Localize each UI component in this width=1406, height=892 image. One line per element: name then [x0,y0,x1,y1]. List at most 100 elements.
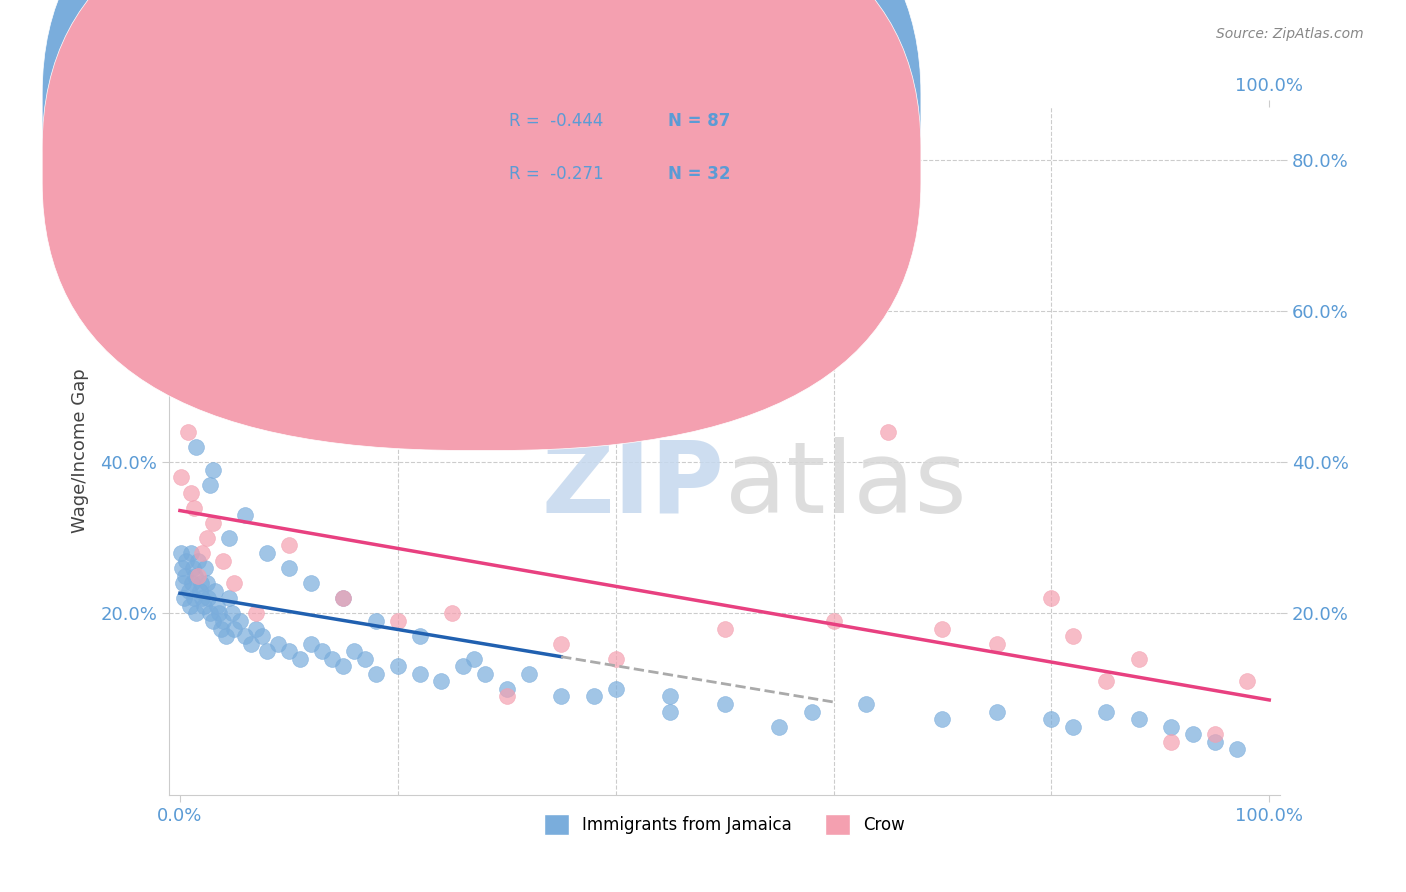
Immigrants from Jamaica [190,576,212,591]
Immigrants from Jamaica [190,591,212,606]
Crow [495,690,517,704]
Immigrants from Jamaica [180,546,202,560]
Immigrants from Jamaica [218,531,240,545]
Immigrants from Jamaica [517,666,540,681]
Immigrants from Jamaica [277,644,299,658]
Crow [180,485,202,500]
Crow [605,651,627,665]
Immigrants from Jamaica [582,690,605,704]
Immigrants from Jamaica [172,561,194,575]
Immigrants from Jamaica [311,644,333,658]
Immigrants from Jamaica [256,546,278,560]
Immigrants from Jamaica [364,614,387,628]
Immigrants from Jamaica [1095,705,1118,719]
Text: R =  -0.271: R = -0.271 [509,165,603,183]
Immigrants from Jamaica [451,659,474,673]
Immigrants from Jamaica [299,637,322,651]
Text: IMMIGRANTS FROM JAMAICA VS CROW WAGE/INCOME GAP CORRELATION CHART: IMMIGRANTS FROM JAMAICA VS CROW WAGE/INC… [49,27,863,45]
Immigrants from Jamaica [1160,720,1182,734]
Immigrants from Jamaica [343,644,366,658]
Immigrants from Jamaica [186,607,208,621]
Immigrants from Jamaica [430,674,453,689]
Immigrants from Jamaica [332,659,354,673]
Immigrants from Jamaica [1062,720,1084,734]
Crow [1040,591,1063,606]
Immigrants from Jamaica [332,591,354,606]
Immigrants from Jamaica [239,637,262,651]
Immigrants from Jamaica [250,629,273,643]
Immigrants from Jamaica [233,629,256,643]
Immigrants from Jamaica [354,651,377,665]
Immigrants from Jamaica [1128,712,1150,726]
Crow [931,622,953,636]
Crow [441,607,464,621]
Immigrants from Jamaica [172,576,194,591]
Crow [190,546,212,560]
Immigrants from Jamaica [218,591,240,606]
Text: Source: ZipAtlas.com: Source: ZipAtlas.com [1216,27,1364,41]
Immigrants from Jamaica [186,440,208,454]
Immigrants from Jamaica [855,697,877,711]
Crow [201,516,224,530]
Crow [713,622,735,636]
Immigrants from Jamaica [245,622,267,636]
Immigrants from Jamaica [495,681,517,696]
Crow [174,289,197,303]
Immigrants from Jamaica [184,568,207,582]
Immigrants from Jamaica [931,712,953,726]
Immigrants from Jamaica [1225,742,1247,756]
Immigrants from Jamaica [180,576,202,591]
Immigrants from Jamaica [321,651,343,665]
Immigrants from Jamaica [176,553,198,567]
Text: R =  -0.444: R = -0.444 [509,112,603,129]
Text: ZIP: ZIP [541,437,724,533]
Crow [1095,674,1118,689]
Immigrants from Jamaica [212,614,235,628]
Crow [245,607,267,621]
Immigrants from Jamaica [659,705,682,719]
Crow [387,614,409,628]
Immigrants from Jamaica [1182,727,1205,741]
Immigrants from Jamaica [194,561,217,575]
Immigrants from Jamaica [200,607,222,621]
Immigrants from Jamaica [221,607,243,621]
Immigrants from Jamaica [1204,735,1226,749]
Crow [277,538,299,552]
Immigrants from Jamaica [550,690,572,704]
Immigrants from Jamaica [267,637,290,651]
Crow [332,591,354,606]
Text: atlas: atlas [724,437,966,533]
Immigrants from Jamaica [800,705,823,719]
Crow [1062,629,1084,643]
Immigrants from Jamaica [659,690,682,704]
Crow [170,470,193,484]
Text: N = 87: N = 87 [668,112,730,129]
Immigrants from Jamaica [174,568,197,582]
Crow [1236,674,1258,689]
Immigrants from Jamaica [299,576,322,591]
Immigrants from Jamaica [204,583,226,598]
Immigrants from Jamaica [215,629,238,643]
Immigrants from Jamaica [229,614,252,628]
Immigrants from Jamaica [181,561,204,575]
Immigrants from Jamaica [713,697,735,711]
Immigrants from Jamaica [183,591,205,606]
Immigrants from Jamaica [364,666,387,681]
Immigrants from Jamaica [408,666,430,681]
Immigrants from Jamaica [605,681,627,696]
Immigrants from Jamaica [188,583,211,598]
Crow [823,614,845,628]
Immigrants from Jamaica [768,720,790,734]
Crow [172,281,194,295]
Crow [187,568,209,582]
Y-axis label: Wage/Income Gap: Wage/Income Gap [72,368,89,533]
Crow [212,553,235,567]
Immigrants from Jamaica [209,622,232,636]
Immigrants from Jamaica [463,651,485,665]
Immigrants from Jamaica [277,561,299,575]
Crow [550,637,572,651]
Immigrants from Jamaica [173,591,195,606]
Immigrants from Jamaica [187,553,209,567]
Immigrants from Jamaica [195,576,218,591]
Immigrants from Jamaica [233,508,256,523]
